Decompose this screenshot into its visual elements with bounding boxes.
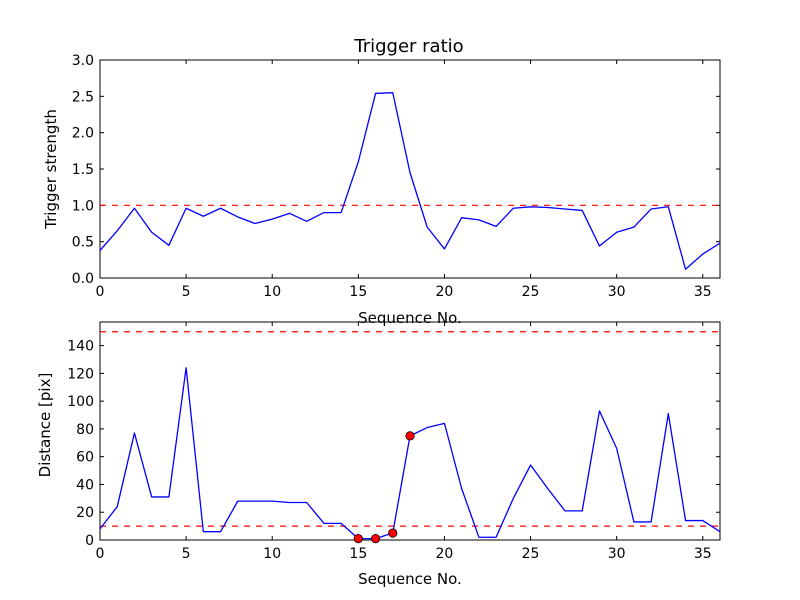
- x-tick-label: 35: [694, 546, 712, 562]
- x-tick-label: 20: [436, 546, 454, 562]
- x-tick-label: 0: [96, 284, 105, 300]
- plot-frame: [99, 321, 721, 541]
- y-tick-label: 3.0: [72, 53, 94, 69]
- y-tick-label: 2.5: [72, 89, 94, 105]
- series-line: [99, 92, 721, 270]
- x-axis-label: Sequence No.: [358, 309, 462, 327]
- data-point-marker: [388, 528, 398, 538]
- markers: [353, 431, 415, 544]
- x-tick-label: 20: [436, 284, 454, 300]
- trigger-ratio-panel: Trigger ratio 0 5 10 15 20 25 30 35 0.0 0.5 1.0 1.5…: [42, 36, 721, 327]
- y-tick-label: 100: [67, 394, 94, 410]
- distance-panel: 0 5 10 15 20 25 30 35 0 20 40 60 80 100 120 140 Sequenc…: [36, 321, 721, 588]
- x-axis-label: Sequence No.: [358, 570, 462, 588]
- threshold-lines: [100, 331, 720, 527]
- data-point-marker: [353, 534, 363, 544]
- data-point-marker: [370, 534, 381, 544]
- y-tick-label: 0: [85, 533, 94, 549]
- x-tick-label: 25: [522, 546, 540, 562]
- x-tick-label: 30: [608, 284, 626, 300]
- x-tick-label: 25: [522, 284, 540, 300]
- y-tick-label: 40: [76, 477, 94, 493]
- ticks: 0 5 10 15 20 25 30 35 0 20 40 60 80 100 120 140: [67, 322, 720, 562]
- x-tick-label: 5: [182, 546, 191, 562]
- data-series: [99, 92, 721, 270]
- y-tick-label: 60: [76, 450, 94, 466]
- x-tick-label: 10: [263, 546, 281, 562]
- x-tick-label: 30: [608, 546, 626, 562]
- data-point-marker: [405, 431, 415, 441]
- y-tick-label: 2.0: [72, 126, 94, 142]
- y-tick-label: 1.5: [72, 162, 94, 178]
- x-tick-label: 35: [694, 284, 712, 300]
- x-tick-label: 10: [263, 284, 281, 300]
- y-tick-label: 120: [67, 366, 94, 382]
- y-tick-label: 0.0: [72, 271, 94, 287]
- y-axis-label: Distance [pix]: [36, 373, 54, 478]
- x-tick-label: 15: [349, 546, 367, 562]
- x-tick-label: 15: [349, 284, 367, 300]
- y-tick-label: 20: [76, 505, 94, 521]
- y-tick-label: 1.0: [72, 198, 94, 214]
- ticks: 0 5 10 15 20 25 30 35 0.0 0.5 1.0 1.5 2.0 2.5 3.0: [72, 53, 720, 300]
- y-tick-label: 140: [67, 339, 94, 355]
- x-tick-label: 0: [96, 546, 105, 562]
- y-tick-label: 0.5: [72, 235, 94, 251]
- chart-title: Trigger ratio: [353, 36, 463, 57]
- y-tick-label: 80: [76, 422, 94, 438]
- x-tick-label: 5: [182, 284, 191, 300]
- y-axis-label: Trigger strength: [42, 109, 60, 230]
